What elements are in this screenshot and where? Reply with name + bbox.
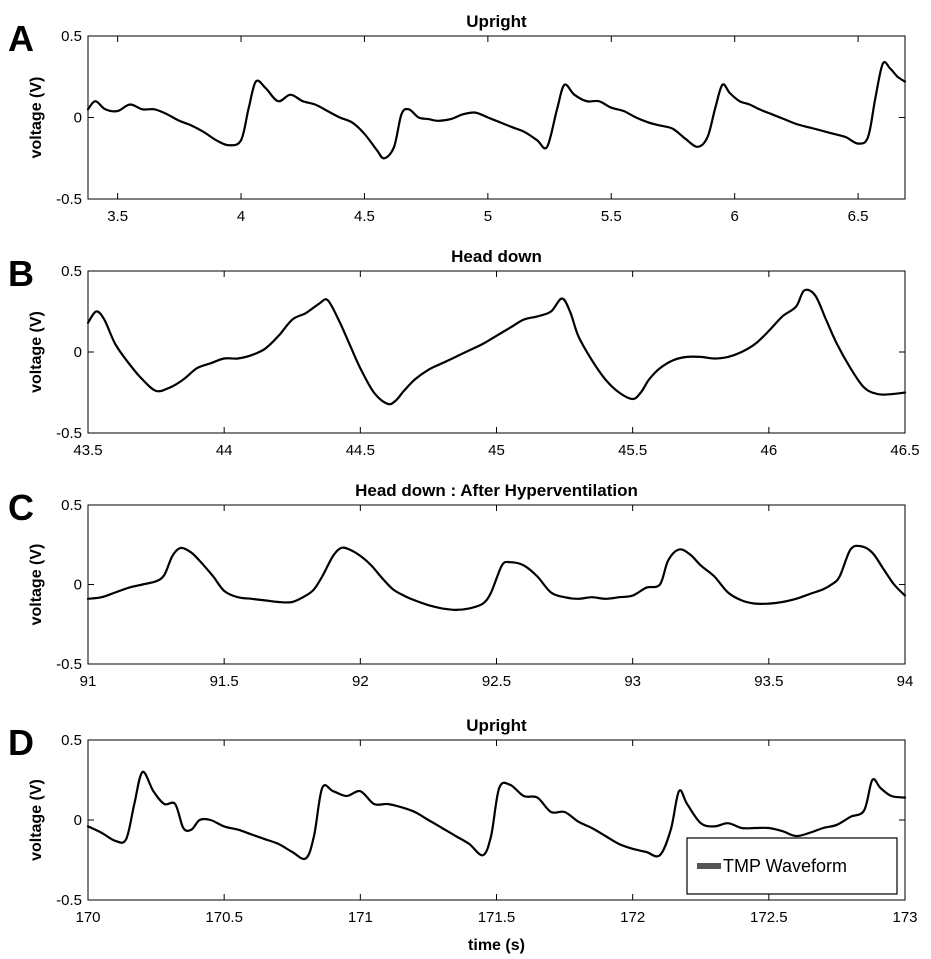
y-tick-label: -0.5	[56, 425, 82, 442]
x-tick-label: 6.5	[848, 208, 869, 225]
panel-b: B Head down -0.5 0 0.5 43.5 44 44.5 45 45.5 46 46.5…	[8, 247, 920, 459]
x-tick-label: 3.5	[107, 208, 128, 225]
x-tick-label: 43.5	[73, 442, 102, 459]
y-tick-label: 0	[74, 577, 82, 594]
x-tick-label: 45.5	[618, 442, 647, 459]
x-tick-label: 44.5	[346, 442, 375, 459]
y-tick-label: -0.5	[56, 892, 82, 909]
y-tick-label: 0.5	[61, 28, 82, 45]
x-tick-label: 171.5	[478, 909, 516, 926]
panel-label: D	[8, 722, 34, 763]
panel-label: C	[8, 487, 34, 528]
x-tick-label: 173	[892, 909, 917, 926]
tmp-waveform-line	[86, 544, 907, 611]
x-tick-label: 92.5	[482, 673, 511, 690]
y-tick-label: 0.5	[61, 497, 82, 514]
panel-label: B	[8, 253, 34, 294]
y-axis-label: voltage (V)	[28, 311, 45, 393]
x-tick-label: 94	[897, 673, 914, 690]
tmp-waveform-line	[86, 770, 907, 861]
x-tick-label: 171	[348, 909, 373, 926]
x-tick-label: 92	[352, 673, 369, 690]
y-tick-label: 0.5	[61, 263, 82, 280]
panel-label: A	[8, 18, 34, 59]
x-tick-label: 46	[760, 442, 777, 459]
y-tick-label: 0	[74, 344, 82, 361]
panel-title: Upright	[466, 716, 527, 735]
panel-title: Upright	[466, 12, 527, 31]
x-tick-label: 44	[216, 442, 233, 459]
panel-c: C Head down : After Hyperventilation -0.5 0…	[8, 481, 913, 690]
panel-d: D Upright -0.5 0 0.5 170 170.5 171 171.5 172 172.5…	[8, 716, 918, 954]
panel-a: A Upright -0.5 0 0.5 3.5 4 4.5 5 5.5 6 6.5 voltage (…	[8, 12, 907, 225]
tmp-waveform-line	[86, 288, 907, 406]
x-tick-label: 172.5	[750, 909, 788, 926]
x-tick-label: 170.5	[205, 909, 243, 926]
y-tick-label: 0	[74, 812, 82, 829]
x-tick-label: 46.5	[890, 442, 919, 459]
y-tick-label: -0.5	[56, 191, 82, 208]
y-axis-label: voltage (V)	[28, 77, 45, 159]
x-tick-label: 91.5	[210, 673, 239, 690]
plot-frame	[87, 270, 906, 434]
legend: TMP Waveform	[686, 837, 898, 895]
x-tick-label: 93.5	[754, 673, 783, 690]
x-tick-label: 93	[624, 673, 641, 690]
x-tick-label: 5.5	[601, 208, 622, 225]
x-tick-label: 4.5	[354, 208, 375, 225]
legend-box	[686, 837, 898, 895]
y-tick-label: 0	[74, 110, 82, 127]
panel-title: Head down	[451, 247, 542, 266]
y-tick-label: -0.5	[56, 656, 82, 673]
legend-label: TMP Waveform	[723, 856, 847, 876]
y-tick-label: 0.5	[61, 732, 82, 749]
x-tick-label: 91	[80, 673, 97, 690]
y-axis-label: voltage (V)	[28, 544, 45, 626]
tmp-waveform-line	[86, 60, 907, 160]
x-tick-label: 172	[620, 909, 645, 926]
x-tick-label: 170	[75, 909, 100, 926]
plot-frame	[87, 504, 906, 665]
y-axis-label: voltage (V)	[28, 779, 45, 861]
x-tick-label: 6	[731, 208, 739, 225]
x-tick-label: 5	[484, 208, 492, 225]
x-axis-label: time (s)	[468, 937, 525, 954]
x-tick-label: 45	[488, 442, 505, 459]
panel-title: Head down : After Hyperventilation	[355, 481, 638, 500]
x-tick-label: 4	[237, 208, 245, 225]
